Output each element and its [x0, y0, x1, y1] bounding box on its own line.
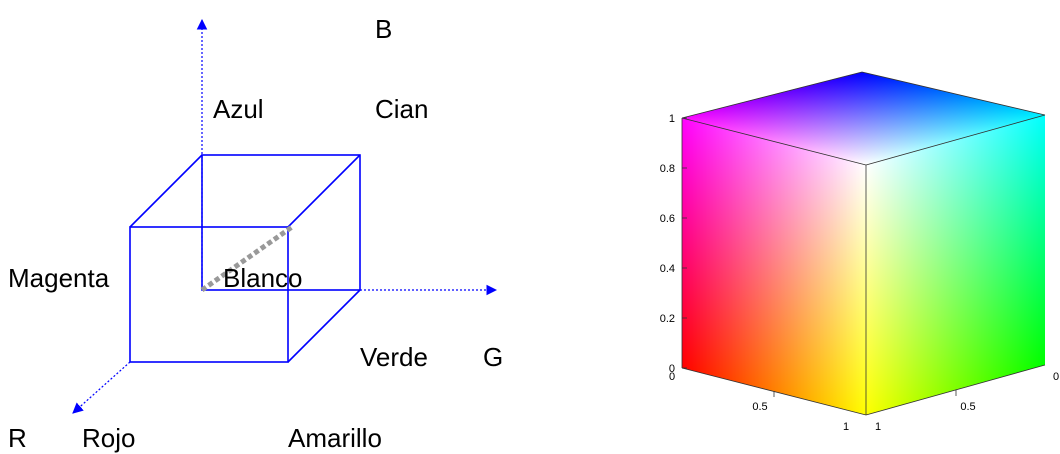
label: Magenta	[8, 263, 110, 293]
tick-label: 0	[669, 371, 675, 383]
label: Cian	[375, 94, 428, 124]
r-axis	[73, 362, 130, 413]
tick-label: 0.4	[660, 263, 675, 275]
rgb-axes-diagram	[73, 20, 496, 413]
label: R	[8, 423, 27, 453]
left-face	[682, 118, 866, 415]
tick-label: 0.5	[960, 401, 975, 413]
right-face	[866, 115, 1045, 415]
tick-label: 0.5	[752, 401, 767, 413]
label: Azul	[213, 94, 264, 124]
label: G	[483, 342, 503, 372]
color-cube	[682, 72, 1045, 415]
tick-label: 0.8	[660, 163, 675, 175]
label: Rojo	[82, 423, 135, 453]
tick-label: 1	[875, 421, 881, 433]
label: Verde	[360, 342, 428, 372]
tick-label: 0.2	[660, 313, 675, 325]
cube-wireframe	[130, 155, 360, 362]
tick-label: 1	[669, 113, 675, 125]
tick-label: 0	[1053, 371, 1059, 383]
label: Amarillo	[288, 423, 382, 453]
label: Blanco	[223, 263, 303, 293]
tick-label: 1	[843, 421, 849, 433]
label: B	[375, 14, 392, 44]
tick-label: 0.6	[660, 213, 675, 225]
page: B Azul Cian Magenta Blanco Verde G R Roj…	[0, 0, 1060, 454]
figure: B Azul Cian Magenta Blanco Verde G R Roj…	[0, 0, 1060, 454]
